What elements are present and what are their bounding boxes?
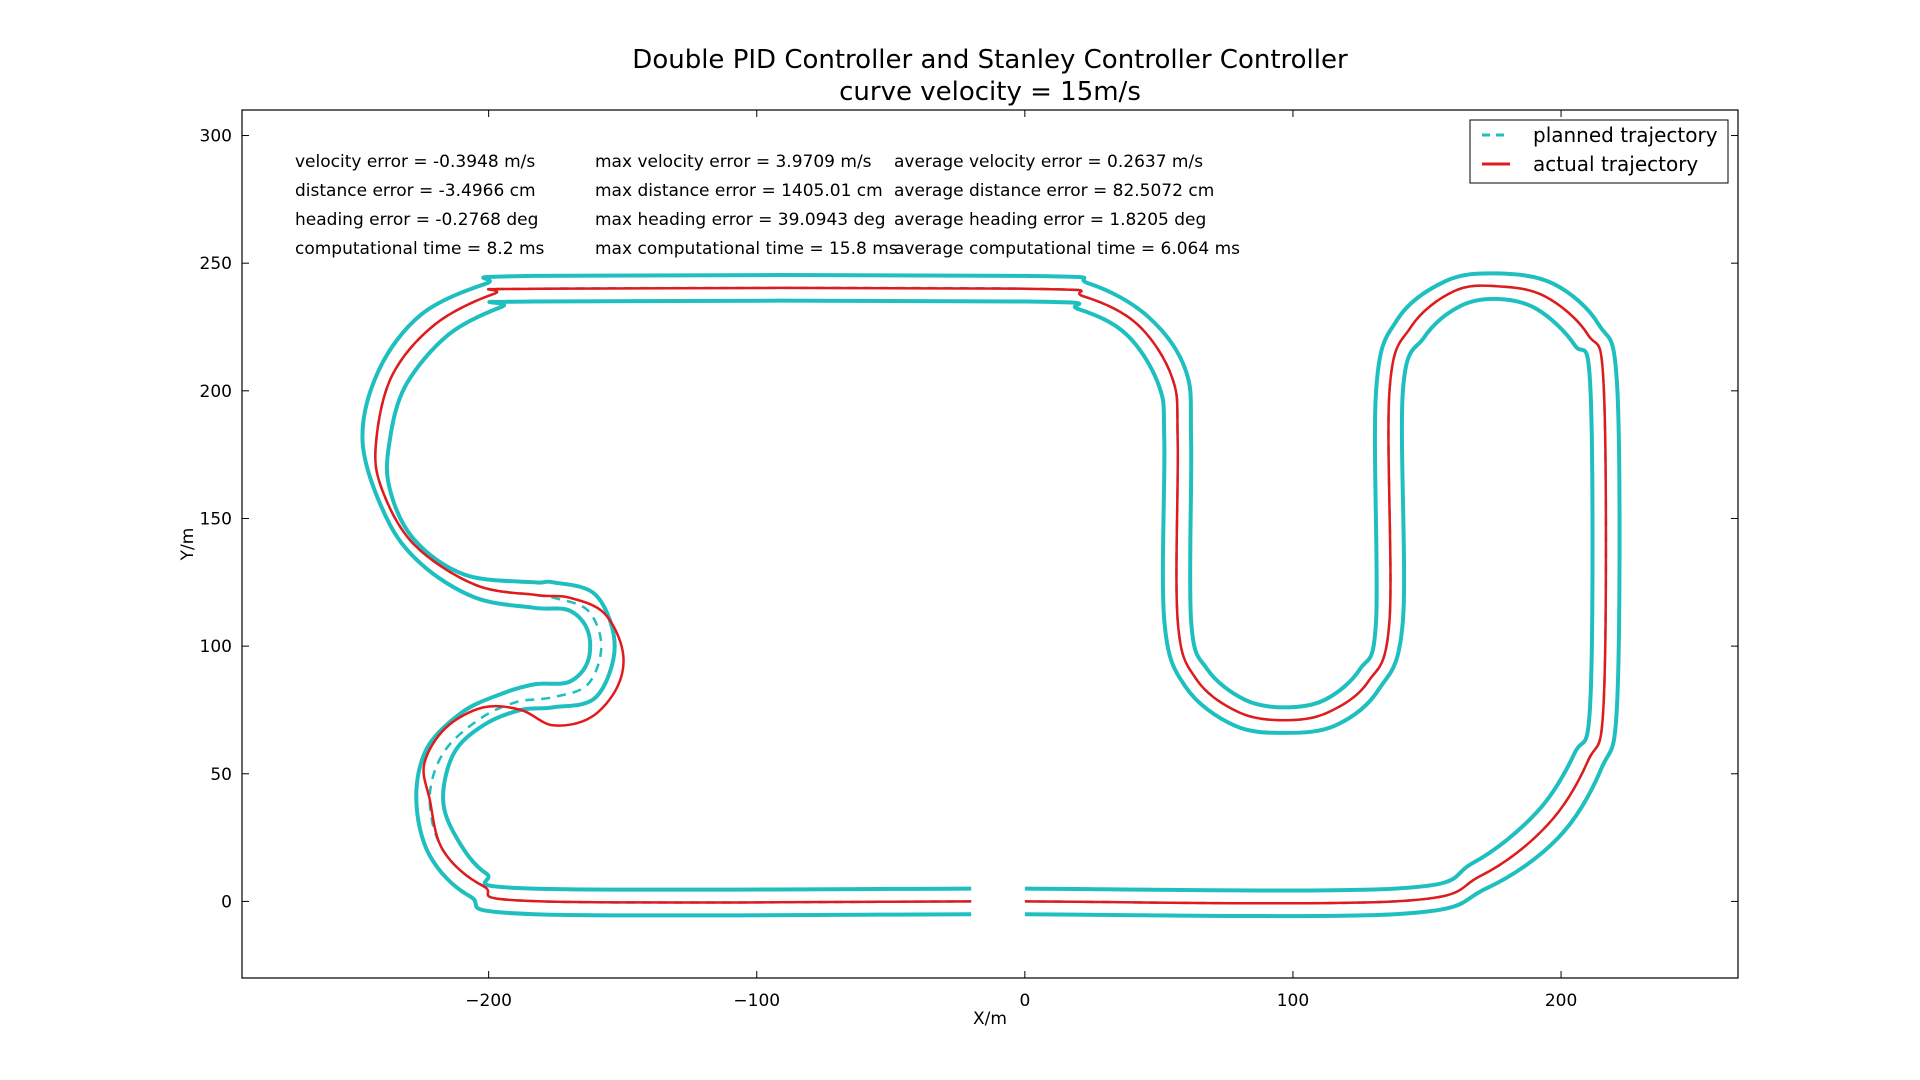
stat-max-line: max computational time = 15.8 ms bbox=[595, 239, 898, 259]
plot-area-frame bbox=[241, 109, 1739, 979]
x-axis-ticks: −200 −100 0 100 200 bbox=[465, 110, 1577, 1011]
stat-current-line: computational time = 8.2 ms bbox=[295, 239, 545, 259]
x-axis-label: X/m bbox=[973, 1009, 1007, 1029]
x-tick-label: 100 bbox=[1277, 991, 1309, 1011]
y-tick-label: 100 bbox=[200, 637, 232, 657]
stat-average-line: average velocity error = 0.2637 m/s bbox=[894, 152, 1203, 172]
stat-current-line: velocity error = -0.3948 m/s bbox=[295, 152, 535, 172]
chart-subtitle: curve velocity = 15m/s bbox=[839, 77, 1141, 107]
series-planned-trajectory bbox=[374, 284, 1608, 905]
stat-average-line: average computational time = 6.064 ms bbox=[894, 239, 1240, 259]
track-lines bbox=[360, 271, 1622, 919]
y-tick-label: 300 bbox=[200, 127, 232, 147]
stat-max-line: max velocity error = 3.9709 m/s bbox=[595, 152, 872, 172]
x-tick-label: 0 bbox=[1019, 991, 1030, 1011]
x-tick-label: −200 bbox=[465, 991, 512, 1011]
track-outer-boundary bbox=[360, 271, 1622, 919]
y-tick-label: 50 bbox=[210, 765, 232, 785]
legend-label-actual: actual trajectory bbox=[1533, 152, 1698, 176]
stat-max-line: max distance error = 1405.01 cm bbox=[595, 181, 883, 201]
track-inner-boundary bbox=[384, 296, 1595, 893]
y-axis-ticks: 0 50 100 150 200 250 300 bbox=[200, 127, 1738, 912]
y-axis-label: Y/m bbox=[178, 528, 198, 562]
stat-average-line: average distance error = 82.5072 cm bbox=[894, 181, 1214, 201]
legend-box bbox=[1469, 119, 1729, 184]
legend-label-planned: planned trajectory bbox=[1533, 123, 1718, 147]
legend: planned trajectory actual trajectory bbox=[1469, 119, 1729, 184]
stat-current-line: heading error = -0.2768 deg bbox=[295, 210, 538, 230]
stat-average-line: average heading error = 1.8205 deg bbox=[894, 210, 1206, 230]
x-tick-label: 200 bbox=[1545, 991, 1577, 1011]
y-tick-label: 200 bbox=[200, 382, 232, 402]
stats-annotations: velocity error = -0.3948 m/s distance err… bbox=[295, 152, 1240, 259]
stat-current-line: distance error = -3.4966 cm bbox=[295, 181, 536, 201]
y-tick-label: 250 bbox=[200, 254, 232, 274]
series-actual-trajectory bbox=[374, 284, 1608, 905]
y-tick-label: 150 bbox=[200, 509, 232, 529]
chart-title: Double PID Controller and Stanley Contro… bbox=[632, 45, 1348, 75]
y-tick-label: 0 bbox=[221, 892, 232, 912]
x-tick-label: −100 bbox=[733, 991, 780, 1011]
stat-max-line: max heading error = 39.0943 deg bbox=[595, 210, 886, 230]
